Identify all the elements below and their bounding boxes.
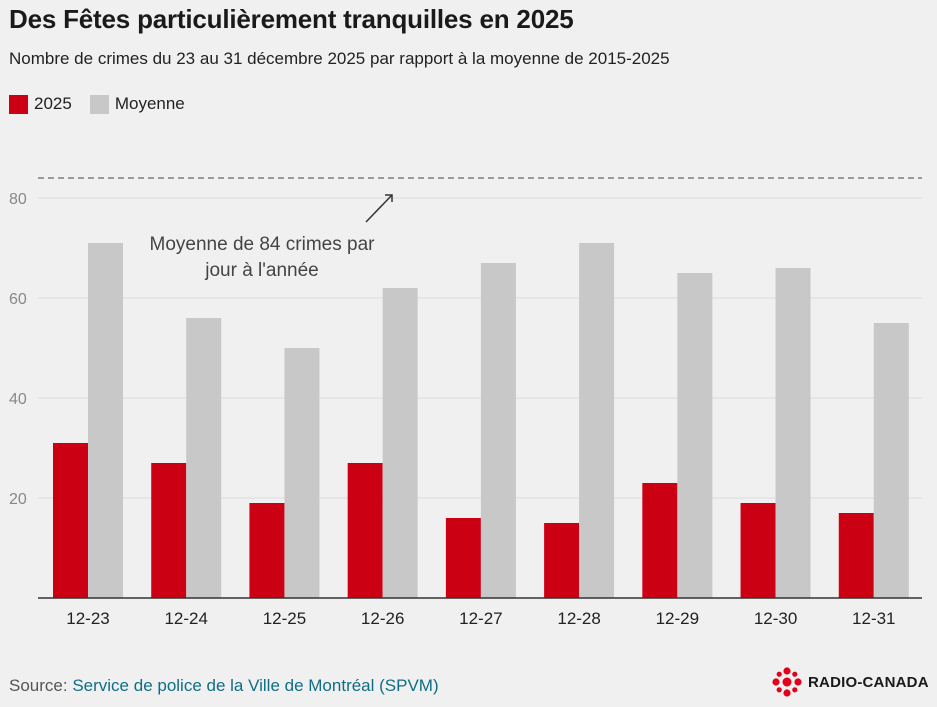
source-label: Source: <box>9 676 68 695</box>
x-tick-label-12-26: 12-26 <box>361 609 404 628</box>
legend-label-2025: 2025 <box>34 94 72 113</box>
radio-canada-gem-icon <box>772 667 802 697</box>
chart-subtitle: Nombre de crimes du 23 au 31 décembre 20… <box>9 49 670 68</box>
x-tick-label-12-27: 12-27 <box>459 609 502 628</box>
annotation-line-1: Moyenne de 84 crimes par <box>150 234 376 255</box>
bar-2025-12-26 <box>347 463 383 598</box>
bar-average-12-31 <box>873 323 909 598</box>
bar-average-12-24 <box>186 318 222 598</box>
source-line: Source: Service de police de la Ville de… <box>9 676 439 696</box>
legend-item-average: Moyenne <box>89 94 185 114</box>
bar-2025-12-23 <box>53 443 88 598</box>
legend-label-average: Moyenne <box>114 94 185 113</box>
bar-2025-12-29 <box>642 483 678 598</box>
bar-average-12-26 <box>382 288 418 598</box>
y-tick-label-40: 40 <box>9 391 27 408</box>
annotation-arrowhead <box>385 194 393 202</box>
bar-average-12-30 <box>775 268 811 598</box>
bar-2025-12-25 <box>249 503 285 598</box>
bar-average-12-25 <box>284 348 320 598</box>
x-tick-label-12-23: 12-23 <box>66 609 109 628</box>
legend-item-2025: 2025 <box>9 94 72 114</box>
bar-2025-12-28 <box>544 523 580 598</box>
chart-title: Des Fêtes particulièrement tranquilles e… <box>9 4 574 34</box>
y-tick-label-80: 80 <box>9 191 27 208</box>
y-tick-label-20: 20 <box>9 491 27 508</box>
radio-canada-logo: RADIO-CANADA <box>772 667 929 697</box>
x-tick-label-12-29: 12-29 <box>656 609 699 628</box>
bar-2025-12-31 <box>838 513 874 598</box>
x-tick-label-12-28: 12-28 <box>557 609 600 628</box>
x-tick-label-12-30: 12-30 <box>754 609 797 628</box>
x-tick-label-12-25: 12-25 <box>263 609 306 628</box>
bar-average-12-28 <box>579 243 615 598</box>
logo-text: RADIO-CANADA <box>808 673 929 691</box>
annotation-arrow <box>365 194 393 223</box>
legend-swatch-2025 <box>9 94 28 114</box>
bar-average-12-29 <box>677 273 713 598</box>
legend: 2025 Moyenne <box>9 94 203 114</box>
bar-2025-12-24 <box>151 463 187 598</box>
bar-average-12-27 <box>480 263 516 598</box>
bar-2025-12-30 <box>740 503 776 598</box>
source-link[interactable]: Service de police de la Ville de Montréa… <box>72 676 439 695</box>
bar-average-12-23 <box>88 243 123 598</box>
x-tick-label-12-31: 12-31 <box>852 609 895 628</box>
x-tick-label-12-24: 12-24 <box>164 609 207 628</box>
y-tick-label-60: 60 <box>9 291 27 308</box>
legend-swatch-average <box>89 94 109 114</box>
bar-2025-12-27 <box>445 518 481 598</box>
annotation-line-2: jour à l'année <box>204 260 319 281</box>
